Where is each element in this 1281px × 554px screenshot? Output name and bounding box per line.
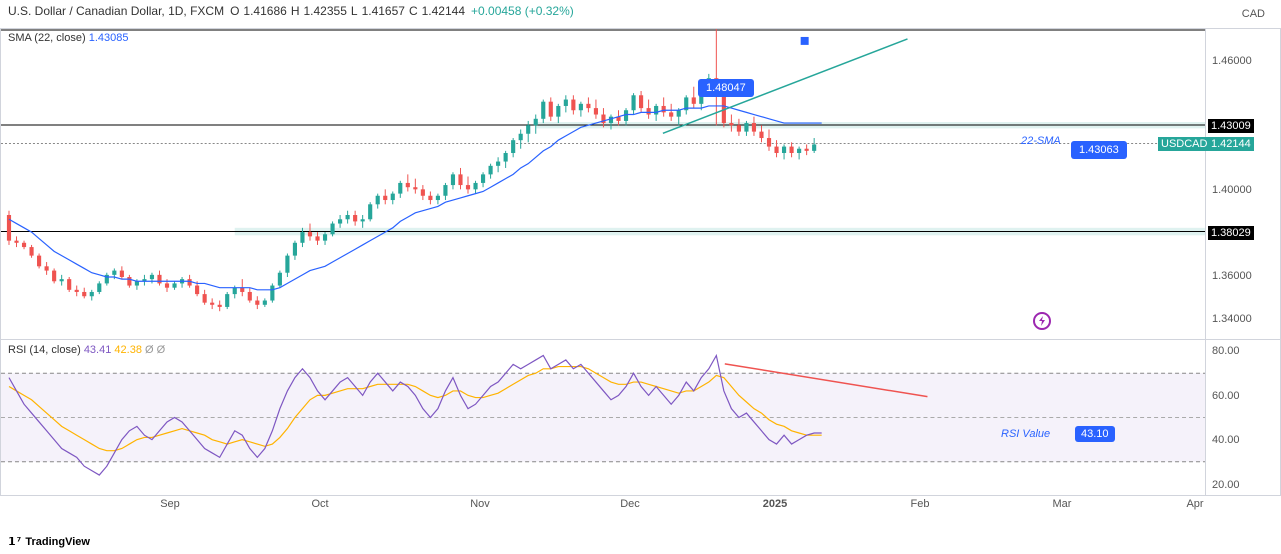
- time-x-tick: Apr: [1186, 498, 1203, 510]
- tradingview-logo[interactable]: 𝟭⁷ TradingView: [8, 535, 90, 548]
- high-label: H: [291, 4, 300, 18]
- rsi-value-label: RSI Value: [1001, 428, 1050, 440]
- price-chart-area[interactable]: 1.48047 22-SMA 1.43063: [0, 28, 1206, 340]
- time-x-axis[interactable]: Sep Oct Nov Dec 2025 Feb Mar Apr: [0, 496, 1206, 514]
- price-y-tick: 1.34000: [1212, 313, 1252, 325]
- chart-container: U.S. Dollar / Canadian Dollar, 1D, FXCM …: [0, 0, 1281, 554]
- price-y-tick: 1.36000: [1212, 270, 1252, 282]
- currency-axis-label: CAD: [1242, 8, 1265, 20]
- pair-badge: USDCAD: [1158, 137, 1210, 151]
- close-label: C: [409, 4, 418, 18]
- symbol-title[interactable]: U.S. Dollar / Canadian Dollar, 1D, FXCM: [8, 4, 224, 18]
- price-svg: [1, 29, 1205, 339]
- rsi-y-tick: 60.00: [1212, 390, 1240, 402]
- rsi-y-axis[interactable]: 20.00 40.00 60.00 80.00: [1206, 340, 1281, 496]
- open-label: O: [230, 4, 239, 18]
- price-y-tick: 1.38029: [1208, 226, 1254, 240]
- low-label: L: [351, 4, 358, 18]
- high-value: 1.42355: [303, 4, 346, 18]
- annotation-sma[interactable]: 1.43063: [1071, 141, 1127, 159]
- price-y-tick: 1.46000: [1212, 55, 1252, 67]
- close-value: 1.42144: [422, 4, 465, 18]
- time-x-tick: Mar: [1053, 498, 1072, 510]
- time-x-tick: Oct: [311, 498, 328, 510]
- annotation-high[interactable]: 1.48047: [698, 79, 754, 97]
- rsi-value-badge[interactable]: 43.10: [1075, 426, 1115, 442]
- rsi-y-tick: 40.00: [1212, 434, 1240, 446]
- change-value: +0.00458 (+0.32%): [471, 4, 574, 18]
- time-x-tick: Feb: [911, 498, 930, 510]
- price-y-tick: 1.43009: [1208, 119, 1254, 133]
- time-x-tick: Sep: [160, 498, 180, 510]
- rsi-svg: [1, 340, 1205, 495]
- time-x-tick: 2025: [763, 498, 787, 510]
- time-x-tick: Dec: [620, 498, 640, 510]
- low-value: 1.41657: [362, 4, 405, 18]
- rsi-y-tick: 80.00: [1212, 345, 1240, 357]
- chart-header: U.S. Dollar / Canadian Dollar, 1D, FXCM …: [8, 4, 574, 18]
- open-value: 1.41686: [243, 4, 286, 18]
- time-x-tick: Nov: [470, 498, 490, 510]
- ohlc-values: O 1.41686 H1.42355 L 1.41657 C 1.42144: [230, 4, 465, 18]
- rsi-y-tick: 20.00: [1212, 479, 1240, 491]
- price-y-tick: 1.40000: [1212, 184, 1252, 196]
- lightning-icon[interactable]: [1033, 312, 1051, 330]
- sma-text-label: 22-SMA: [1021, 135, 1061, 147]
- price-y-axis[interactable]: 1.34000 1.36000 1.38029 1.40000 1.42144 1.430…: [1206, 28, 1281, 340]
- rsi-chart-area[interactable]: RSI Value 43.10: [0, 340, 1206, 496]
- price-y-tick: 1.42144: [1208, 137, 1254, 151]
